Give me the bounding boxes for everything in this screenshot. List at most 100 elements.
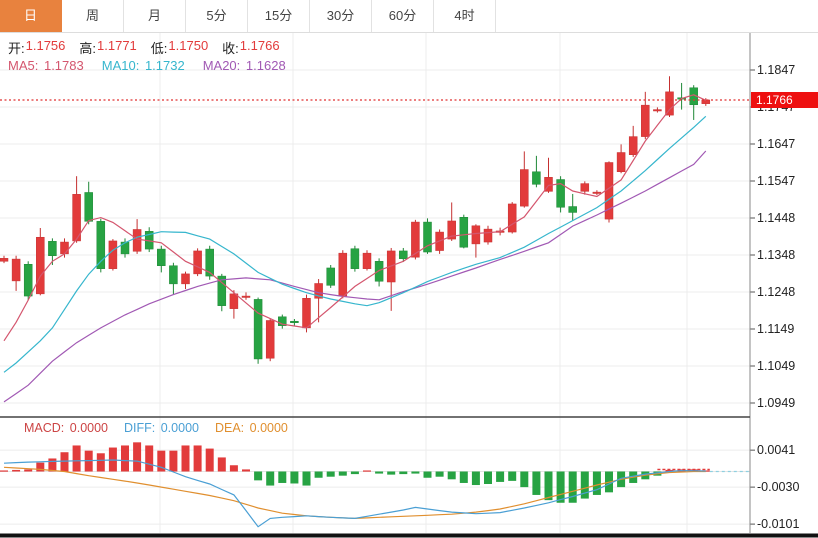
low-readout: 低: 1.1750	[151, 38, 208, 57]
macd-value: 0.0000	[69, 421, 108, 435]
macd-bar	[121, 445, 129, 472]
timeframe-tab-bar: 日周月 5分 15分 30分 60分 4时	[0, 0, 818, 33]
macd-label: MACD:	[24, 421, 65, 435]
candle-body	[84, 192, 93, 222]
macd-value-readout: MACD: 0.0000	[24, 421, 108, 435]
ma10-line	[3, 115, 707, 373]
macd-bar	[350, 471, 359, 475]
macd-bar	[520, 471, 529, 488]
ma-readout: MA5: 1.1783 MA10: 1.1732 MA20: 1.1628	[8, 58, 286, 73]
candle-body	[362, 252, 372, 269]
dea-label: DEA:	[214, 421, 245, 435]
y-axis-label: 1.1847	[757, 63, 795, 77]
candle-body	[399, 250, 408, 259]
macd-axis-label: -0.0030	[757, 480, 799, 494]
candle-body	[568, 206, 577, 213]
candle-body	[23, 264, 33, 297]
tab-30min[interactable]: 30分	[310, 0, 372, 32]
high-readout: 高: 1.1771	[79, 38, 136, 57]
macd-bar	[338, 471, 347, 476]
tab-week[interactable]: 周	[62, 0, 124, 32]
candle-body	[520, 169, 529, 207]
tab-4hour[interactable]: 4时	[434, 0, 496, 32]
macd-bar	[387, 471, 396, 475]
macd-bar	[447, 471, 456, 480]
candle-body	[181, 273, 190, 285]
macd-bar	[96, 453, 105, 472]
candle-body	[205, 248, 214, 277]
y-axis-label: 1.1149	[757, 322, 794, 336]
candle-body	[411, 221, 420, 258]
ma20-readout: MA20: 1.1628	[203, 58, 286, 73]
tab-day[interactable]: 日	[0, 0, 62, 32]
macd-bar	[181, 445, 190, 472]
macd-bar	[254, 471, 263, 481]
tab-15min[interactable]: 15分	[248, 0, 310, 32]
candle-body	[314, 283, 323, 299]
ma10-label: MA10:	[101, 58, 140, 73]
candle-body	[616, 152, 626, 172]
ma5-line	[3, 94, 707, 342]
candle-body	[290, 320, 299, 323]
macd-bar	[60, 452, 69, 472]
y-axis-label: 1.1448	[757, 211, 795, 225]
macd-bar	[278, 471, 287, 483]
candle-body	[592, 191, 602, 194]
candle-body	[132, 229, 142, 252]
y-axis-label: 1.1248	[757, 285, 795, 299]
macd-bar	[592, 471, 601, 495]
candle-body	[169, 265, 178, 285]
macd-bar	[193, 445, 202, 472]
candle-body	[0, 258, 9, 262]
high-label: 高:	[79, 41, 97, 56]
candle-body	[253, 299, 263, 360]
ohlc-readout: 开: 1.1756 高: 1.1771 低: 1.1750 收: 1.1766	[8, 38, 280, 57]
macd-bar	[242, 469, 250, 472]
ma5-value: 1.1783	[43, 58, 84, 73]
candle-body	[326, 267, 335, 286]
tab-month[interactable]: 月	[124, 0, 186, 32]
candle-body	[580, 183, 590, 192]
candle-body	[532, 171, 541, 185]
macd-bar	[508, 471, 517, 481]
candle-body	[471, 225, 481, 245]
macd-bar	[375, 471, 384, 474]
macd-bar	[556, 471, 565, 503]
ma10-value: 1.1732	[144, 58, 185, 73]
tab-5min[interactable]: 5分	[186, 0, 248, 32]
macd-bar	[229, 465, 238, 472]
macd-bar	[532, 471, 541, 495]
candle-body	[338, 252, 348, 297]
y-axis-label: 1.1547	[757, 174, 795, 188]
ma5-label: MA5:	[8, 58, 39, 73]
candle-body	[241, 295, 251, 298]
macd-bar	[12, 469, 21, 472]
macd-bar	[363, 470, 371, 472]
open-value: 1.1756	[25, 38, 66, 53]
macd-bar	[157, 450, 166, 472]
candle-body	[278, 316, 287, 326]
macd-bar	[48, 458, 57, 472]
candle-body	[193, 250, 202, 275]
candle-body	[423, 221, 432, 253]
macd-bar	[72, 445, 81, 472]
candle-body	[72, 194, 81, 242]
candle-body	[96, 221, 106, 269]
y-axis-label: 1.1049	[757, 359, 795, 373]
ma20-label: MA20:	[202, 58, 241, 73]
macd-bar	[471, 471, 480, 486]
candle-body	[265, 320, 275, 359]
candle-body	[229, 293, 239, 309]
macd-bar	[484, 471, 492, 484]
candle-body	[628, 136, 638, 155]
ma10-readout: MA10: 1.1732	[102, 58, 185, 73]
low-value: 1.1750	[168, 38, 209, 53]
open-readout: 开: 1.1756	[8, 38, 65, 57]
macd-bar	[169, 450, 178, 472]
candle-body	[653, 109, 662, 112]
close-label: 收:	[222, 41, 239, 56]
ma5-readout: MA5: 1.1783	[8, 58, 84, 73]
tab-60min[interactable]: 60分	[372, 0, 434, 32]
candle-body	[36, 236, 45, 295]
candle-body	[507, 203, 517, 233]
